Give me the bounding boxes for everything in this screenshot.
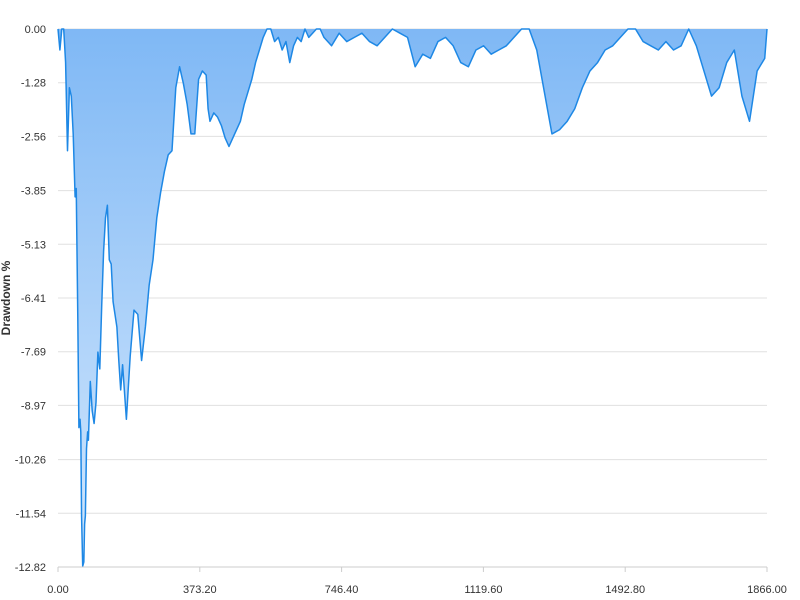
x-tick-label: 1119.60 [464, 584, 502, 596]
y-tick-label: 0.00 [25, 24, 46, 36]
y-tick-label: -11.54 [16, 508, 46, 520]
y-tick-label: -3.85 [21, 186, 46, 198]
y-tick-label: -6.41 [21, 293, 46, 305]
drawdown-area-fill [58, 29, 767, 567]
x-tick-label: 0.00 [47, 584, 68, 596]
x-tick-label: 1492.80 [605, 584, 645, 596]
y-tick-label: -1.28 [21, 78, 46, 90]
y-tick-label: -8.97 [21, 400, 46, 412]
drawdown-area [57, 28, 768, 567]
y-axis-title: Drawdown % [0, 260, 13, 335]
y-axis-ticks: 0.00 -1.28 -2.56 -3.85 -5.13 -6.41 -7.69 -8.97 -… [15, 24, 46, 574]
y-tick-label: -2.56 [21, 131, 46, 143]
y-tick-label: -7.69 [21, 347, 46, 359]
y-tick-label: -5.13 [21, 239, 46, 251]
x-tick-label: 373.20 [183, 584, 217, 596]
drawdown-series-line [57, 28, 768, 567]
x-axis-ticks: 0.00 373.20 746.40 1119.60 1492.80 1866.00 [47, 566, 787, 596]
x-tick-label: 746.40 [325, 584, 359, 596]
x-tick-label: 1866.00 [747, 584, 787, 596]
y-tick-label: -10.26 [15, 455, 46, 467]
y-tick-label: -12.82 [15, 562, 46, 574]
